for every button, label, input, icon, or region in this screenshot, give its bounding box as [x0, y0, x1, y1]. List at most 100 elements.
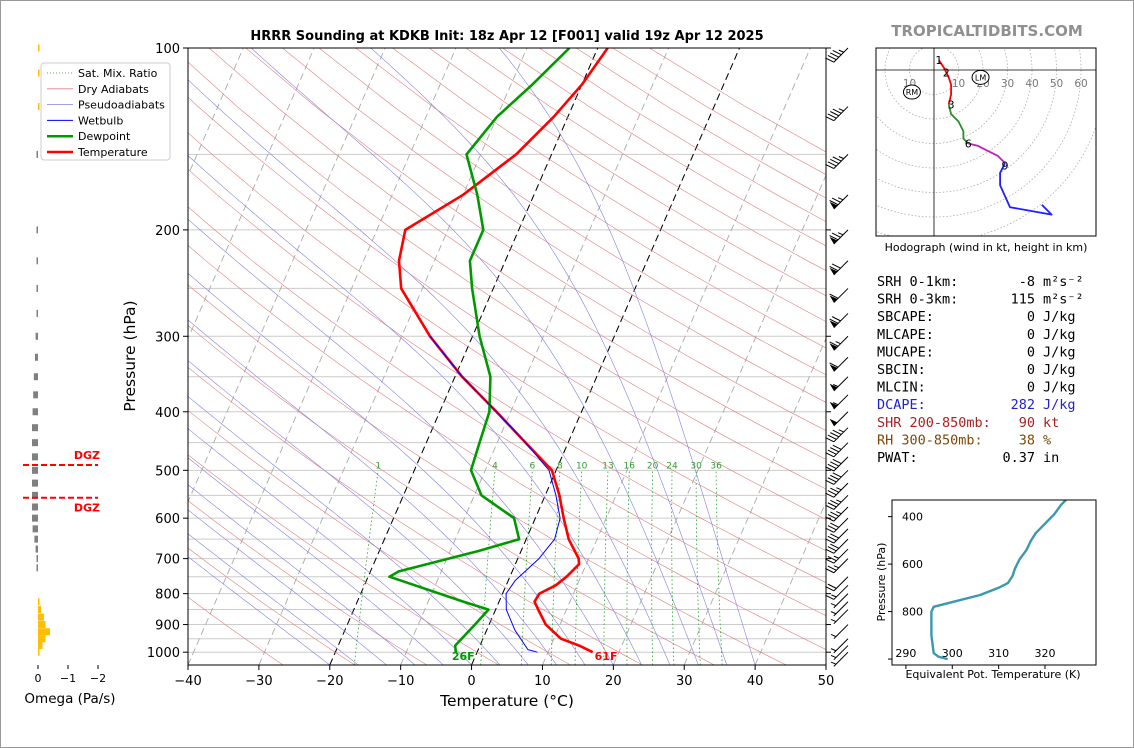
stat-label: SRH 0-1km:: [877, 274, 958, 290]
theta-e-frame: [891, 499, 1097, 666]
moist-adiabat-line: [188, 533, 359, 665]
stat-label: SRH 0-3km:: [877, 292, 958, 308]
barb-half: [830, 648, 837, 652]
moist-adiabat-line: [188, 155, 642, 665]
barb-staff: [833, 313, 849, 328]
omega-bar: [38, 69, 40, 77]
dry-adiabat-line: [188, 410, 571, 665]
wind-barb: [825, 482, 849, 498]
barb-half: [832, 384, 839, 388]
mixing-ratio-label: 1: [375, 461, 381, 471]
barb-full: [825, 527, 835, 533]
barb-half: [830, 618, 837, 623]
stat-value: 0: [1027, 362, 1035, 378]
barb-staff: [833, 194, 849, 210]
barb-full: [827, 161, 837, 167]
omega-bar: [36, 564, 38, 572]
barb-flag: [829, 201, 838, 209]
x-tick-label: −30: [245, 674, 272, 689]
mixing-ratio-label: 4: [492, 461, 498, 471]
dry-adiabat-line: [188, 596, 284, 665]
mixing-ratio-label: 24: [666, 461, 678, 471]
isotherm-line: [754, 500, 826, 665]
barb-full: [825, 116, 835, 122]
legend-box: [40, 62, 171, 161]
hodograph-segment: [999, 162, 1053, 216]
wind-barb: [829, 394, 849, 410]
barb-full: [832, 108, 842, 114]
omega-bar: [32, 424, 38, 432]
barb-full: [827, 535, 837, 541]
theta-e-y-tick-label: 600: [902, 558, 923, 571]
stat-value: -8: [1019, 274, 1035, 290]
x-tick-label: −20: [316, 674, 343, 689]
barb-half: [832, 402, 839, 406]
barb-full: [832, 444, 842, 450]
stat-value: 90: [1019, 415, 1035, 431]
barb-full: [832, 472, 842, 478]
wind-barb: [829, 335, 849, 351]
wind-barb: [829, 260, 849, 276]
stat-value: 282: [1011, 397, 1035, 413]
omega-bar: [38, 103, 40, 111]
mixing-ratio-line: [651, 470, 653, 665]
isotherm-line: [0, 48, 31, 665]
omega-bar: [35, 353, 38, 361]
wind-barb: [830, 651, 849, 667]
omega-axis-label: Omega (Pa/s): [24, 691, 115, 707]
x-tick-label: −10: [387, 674, 414, 689]
omega-bar: [34, 535, 38, 543]
barb-half: [833, 565, 840, 569]
barb-staff: [833, 288, 849, 303]
surface-temp-label: 61F: [595, 650, 618, 663]
hodograph-ring-label: 10: [952, 78, 965, 90]
dry-adiabat-line: [188, 244, 826, 650]
hodograph-ring-label: 40: [1025, 78, 1038, 90]
mixing-ratio-label: 20: [647, 461, 659, 471]
mixing-ratio-line: [574, 470, 583, 665]
mixing-ratio-label: 30: [690, 461, 702, 471]
barb-flag: [829, 383, 838, 391]
omega-bar: [36, 309, 38, 317]
barb-full: [827, 477, 837, 483]
barb-half: [837, 232, 844, 236]
barb-full: [830, 533, 840, 539]
freezing-isotherm: [471, 48, 740, 665]
stat-value: 0: [1027, 309, 1035, 325]
stat-value: 0: [1027, 327, 1035, 343]
mixing-ratio-line: [353, 470, 379, 665]
isotherm-line: [542, 48, 811, 665]
skewt-x-axis-label: Temperature (°C): [439, 692, 574, 710]
barb-half: [836, 511, 842, 515]
barb-full: [830, 52, 840, 58]
barb-half: [837, 197, 844, 201]
stat-value: 0.37: [1002, 450, 1035, 466]
isotherm-line: [258, 48, 528, 665]
barb-full: [827, 449, 837, 455]
omega-bar: [33, 373, 38, 381]
wind-barb: [829, 194, 849, 210]
omega-bar: [36, 257, 38, 265]
omega-panel: DGZ DGZ 0 −1 −2: [23, 44, 106, 685]
barb-full: [825, 586, 835, 592]
barb-half: [830, 654, 837, 659]
skewt-reference-lines: 1 4 6 8 10 13 16 20 24 30 36: [0, 48, 826, 665]
barb-staff: [833, 638, 849, 654]
dry-adiabat-line: [188, 132, 826, 552]
surface-dew-label: 26F: [452, 650, 475, 663]
barb-full: [830, 461, 840, 467]
wind-barb: [829, 229, 849, 245]
moist-adiabat-line: [188, 79, 671, 665]
moist-adiabat-line: [188, 509, 387, 665]
dry-adiabat-line: [188, 500, 428, 665]
storm-motion-label: LM: [975, 73, 986, 82]
stat-unit: %: [1043, 432, 1051, 448]
moist-adiabat-line: [188, 395, 501, 665]
series-line-temperature: [397, 48, 609, 654]
isotherm-line: [188, 48, 457, 665]
legend-label: Dewpoint: [78, 130, 131, 143]
omega-bar: [38, 642, 43, 650]
barb-flag: [829, 320, 838, 328]
hodograph-height-label: 6: [965, 138, 972, 151]
wind-barb: [825, 442, 849, 458]
